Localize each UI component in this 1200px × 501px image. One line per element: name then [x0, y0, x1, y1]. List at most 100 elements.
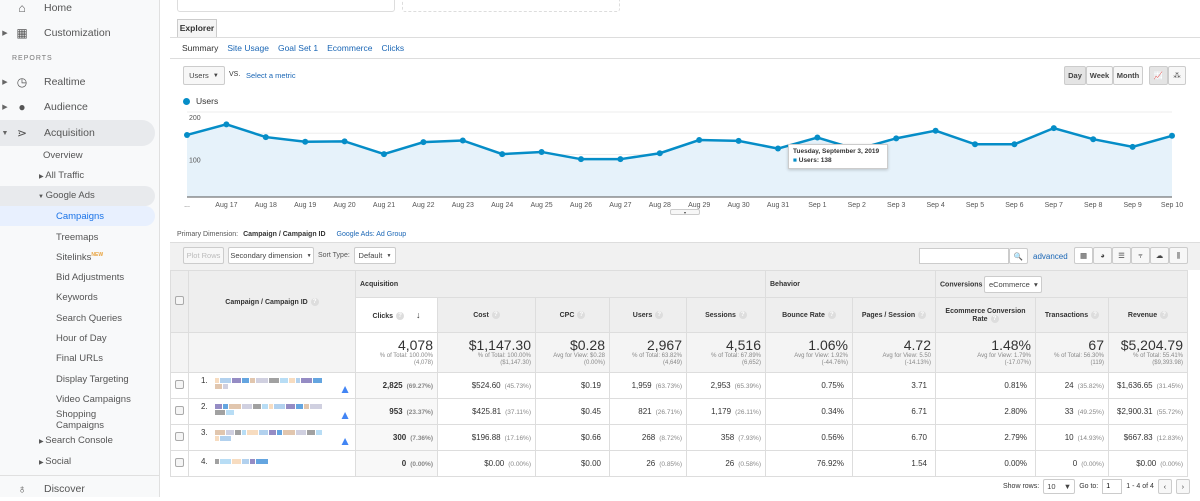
select-all-checkbox[interactable]: [175, 296, 184, 305]
sidebar-item-treemaps[interactable]: Treemaps: [56, 232, 99, 243]
data-point[interactable]: [932, 127, 939, 134]
redacted-campaign-name[interactable]: [215, 459, 325, 470]
column-header-clicks[interactable]: Clicks? ↓: [355, 297, 438, 333]
data-point[interactable]: [1129, 143, 1136, 150]
row-checkbox[interactable]: [175, 432, 184, 441]
data-point[interactable]: [302, 138, 309, 145]
period-month-button[interactable]: Month: [1113, 66, 1143, 85]
period-day-button[interactable]: Day: [1064, 66, 1086, 85]
data-point[interactable]: [617, 156, 624, 163]
data-point[interactable]: [381, 151, 387, 158]
subtab-site-usage[interactable]: Site Usage: [227, 43, 269, 53]
subtab-ecommerce[interactable]: Ecommerce: [327, 43, 373, 53]
subtab-clicks[interactable]: Clicks: [381, 43, 405, 53]
select-metric-link[interactable]: Select a metric: [246, 71, 296, 80]
sidebar-item-discover[interactable]: ♁ Discover: [0, 477, 85, 501]
column-header-ecommerce-conversion-rate[interactable]: Ecommerce Conversion Rate?: [935, 297, 1036, 333]
data-point[interactable]: [184, 131, 190, 138]
data-point[interactable]: [420, 139, 427, 146]
sidebar-item-overview[interactable]: Overview: [43, 150, 83, 161]
sidebar-item-customization[interactable]: ▶ ▦ Customization: [2, 26, 111, 40]
sidebar-item-shopping-campaigns[interactable]: Shopping Campaigns: [56, 409, 105, 431]
sidebar-item-audience[interactable]: ▶ ● Audience: [2, 100, 88, 114]
column-header-transactions[interactable]: Transactions?: [1035, 297, 1109, 333]
data-point[interactable]: [893, 135, 900, 142]
data-point[interactable]: [1050, 125, 1057, 132]
column-header-bounce-rate[interactable]: Bounce Rate?: [765, 297, 853, 333]
dimension-campaign[interactable]: Campaign / Campaign ID: [243, 231, 326, 238]
sort-type-select[interactable]: Default ▼: [354, 247, 396, 264]
sidebar-item-google-ads[interactable]: ▼ Google Ads: [0, 186, 155, 206]
row-checkbox[interactable]: [175, 406, 184, 415]
table-view-icon[interactable]: ▦: [1074, 247, 1093, 264]
dimension-header[interactable]: Campaign / Campaign ID?: [188, 270, 356, 333]
data-point[interactable]: [775, 145, 781, 152]
conversions-select[interactable]: eCommerce ▾: [984, 275, 1043, 293]
sidebar-item-final-urls[interactable]: Final URLs: [56, 353, 103, 364]
sidebar-item-keywords[interactable]: Keywords: [56, 292, 98, 303]
column-header-cpc[interactable]: CPC?: [535, 297, 610, 333]
data-point[interactable]: [1090, 136, 1097, 143]
chart-collapse-handle[interactable]: ▾: [670, 209, 700, 215]
sidebar-item-display-targeting[interactable]: Display Targeting: [56, 374, 129, 385]
data-point[interactable]: [814, 134, 821, 141]
data-point[interactable]: [459, 137, 466, 144]
data-point[interactable]: [656, 150, 663, 157]
redacted-campaign-name[interactable]: [215, 377, 325, 389]
data-point[interactable]: [1169, 132, 1175, 139]
advanced-filter-link[interactable]: advanced: [1033, 252, 1068, 261]
line-chart-icon[interactable]: 📈: [1149, 66, 1168, 85]
pivot-view-icon[interactable]: ⫼: [1169, 247, 1188, 264]
tab-explorer[interactable]: Explorer: [177, 19, 217, 37]
secondary-dimension-select[interactable]: Secondary dimension ▼: [228, 247, 314, 264]
goto-page-input[interactable]: [1102, 479, 1123, 494]
prev-page-button[interactable]: ‹: [1157, 479, 1172, 494]
sidebar-item-all-traffic[interactable]: ▶ All Traffic: [39, 170, 85, 181]
data-point[interactable]: [972, 141, 978, 148]
performance-view-icon[interactable]: ☰: [1112, 247, 1131, 264]
motion-chart-icon[interactable]: ⁂: [1168, 66, 1186, 85]
sidebar-item-realtime[interactable]: ▶ ◷ Realtime: [2, 75, 86, 89]
sidebar-item-campaigns[interactable]: Campaigns: [0, 206, 155, 226]
term-cloud-icon[interactable]: ☁: [1150, 247, 1169, 264]
subtab-summary[interactable]: Summary: [182, 43, 219, 53]
data-point[interactable]: [223, 121, 230, 128]
metric-select[interactable]: Users ▼: [183, 66, 225, 85]
pie-view-icon[interactable]: ◕: [1093, 247, 1112, 264]
sidebar-item-acquisition[interactable]: ▼ ⋗ Acquisition: [0, 120, 155, 146]
plot-rows-button[interactable]: Plot Rows: [183, 247, 224, 264]
redacted-campaign-name[interactable]: [215, 429, 325, 441]
search-icon[interactable]: 🔍: [1009, 248, 1028, 264]
dimension-ad-group[interactable]: Google Ads: Ad Group: [336, 231, 407, 238]
sidebar-item-sitelinks[interactable]: SitelinksNEW: [56, 252, 104, 264]
sidebar-item-video-campaigns[interactable]: Video Campaigns: [56, 394, 131, 405]
sidebar-item-bid-adjustments[interactable]: Bid Adjustments: [56, 272, 125, 283]
data-point[interactable]: [262, 134, 269, 141]
data-point[interactable]: [1011, 141, 1018, 148]
comparison-view-icon[interactable]: ⫧: [1131, 247, 1150, 264]
row-checkbox[interactable]: [175, 380, 184, 389]
data-point[interactable]: [538, 148, 545, 155]
redacted-campaign-name[interactable]: [215, 403, 325, 415]
column-header-users[interactable]: Users?: [609, 297, 687, 333]
sidebar-item-hour-of-day[interactable]: Hour of Day: [56, 333, 107, 344]
sidebar-item-social[interactable]: ▶ Social: [39, 456, 72, 467]
data-point[interactable]: [578, 156, 584, 163]
row-checkbox[interactable]: [175, 458, 184, 467]
show-rows-select[interactable]: 10 ▼: [1043, 479, 1076, 494]
column-header-pages-per-session[interactable]: Pages / Session?: [852, 297, 936, 333]
data-point[interactable]: [499, 151, 506, 158]
column-header-cost[interactable]: Cost?: [437, 297, 536, 333]
data-point[interactable]: [341, 138, 348, 145]
column-header-sessions[interactable]: Sessions?: [686, 297, 766, 333]
table-search-input[interactable]: [919, 248, 1009, 264]
next-page-button[interactable]: ›: [1175, 479, 1190, 494]
column-header-revenue[interactable]: Revenue?: [1108, 297, 1188, 333]
period-week-button[interactable]: Week: [1086, 66, 1113, 85]
data-point[interactable]: [696, 137, 703, 144]
sidebar-item-home[interactable]: ⌂ Home: [0, 0, 72, 20]
sidebar-item-search-console[interactable]: ▶ Search Console: [39, 435, 113, 446]
sidebar-item-search-queries[interactable]: Search Queries: [56, 313, 123, 324]
data-point[interactable]: [735, 137, 742, 144]
subtab-goal-set-1[interactable]: Goal Set 1: [277, 43, 319, 53]
